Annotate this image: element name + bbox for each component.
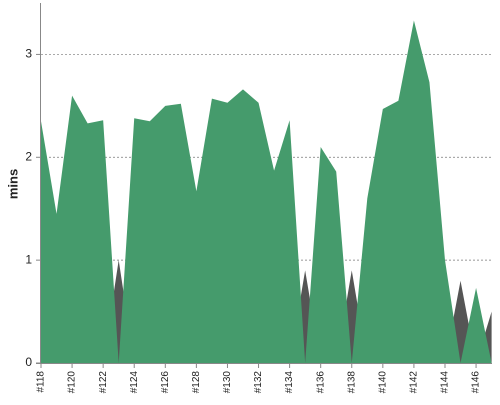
area [41, 20, 492, 363]
x-tick-label: #136 [315, 371, 326, 394]
x-tick-label: #120 [67, 371, 78, 394]
y-tick-label: 0 [25, 355, 32, 369]
x-tick-label: #142 [409, 371, 420, 394]
x-tick-label: #124 [129, 371, 140, 394]
x-tick-label: #140 [377, 371, 388, 394]
x-tick-label: #128 [191, 371, 202, 394]
x-tick-label: #130 [222, 371, 233, 394]
y-axis-label: mins [5, 169, 20, 199]
x-tick-label: #138 [346, 371, 357, 394]
x-tick-label: #132 [253, 371, 264, 394]
x-tick-label: #122 [98, 371, 109, 394]
x-tick-label: #146 [471, 371, 482, 394]
y-tick-label: 1 [25, 252, 32, 266]
x-tick-label: #134 [284, 371, 295, 394]
x-tick-label: #118 [36, 371, 47, 393]
x-tick-label: #126 [160, 371, 171, 394]
y-tick-label: 2 [25, 149, 32, 163]
y-tick-label: 3 [25, 47, 32, 61]
x-tick-label: #144 [440, 371, 451, 394]
